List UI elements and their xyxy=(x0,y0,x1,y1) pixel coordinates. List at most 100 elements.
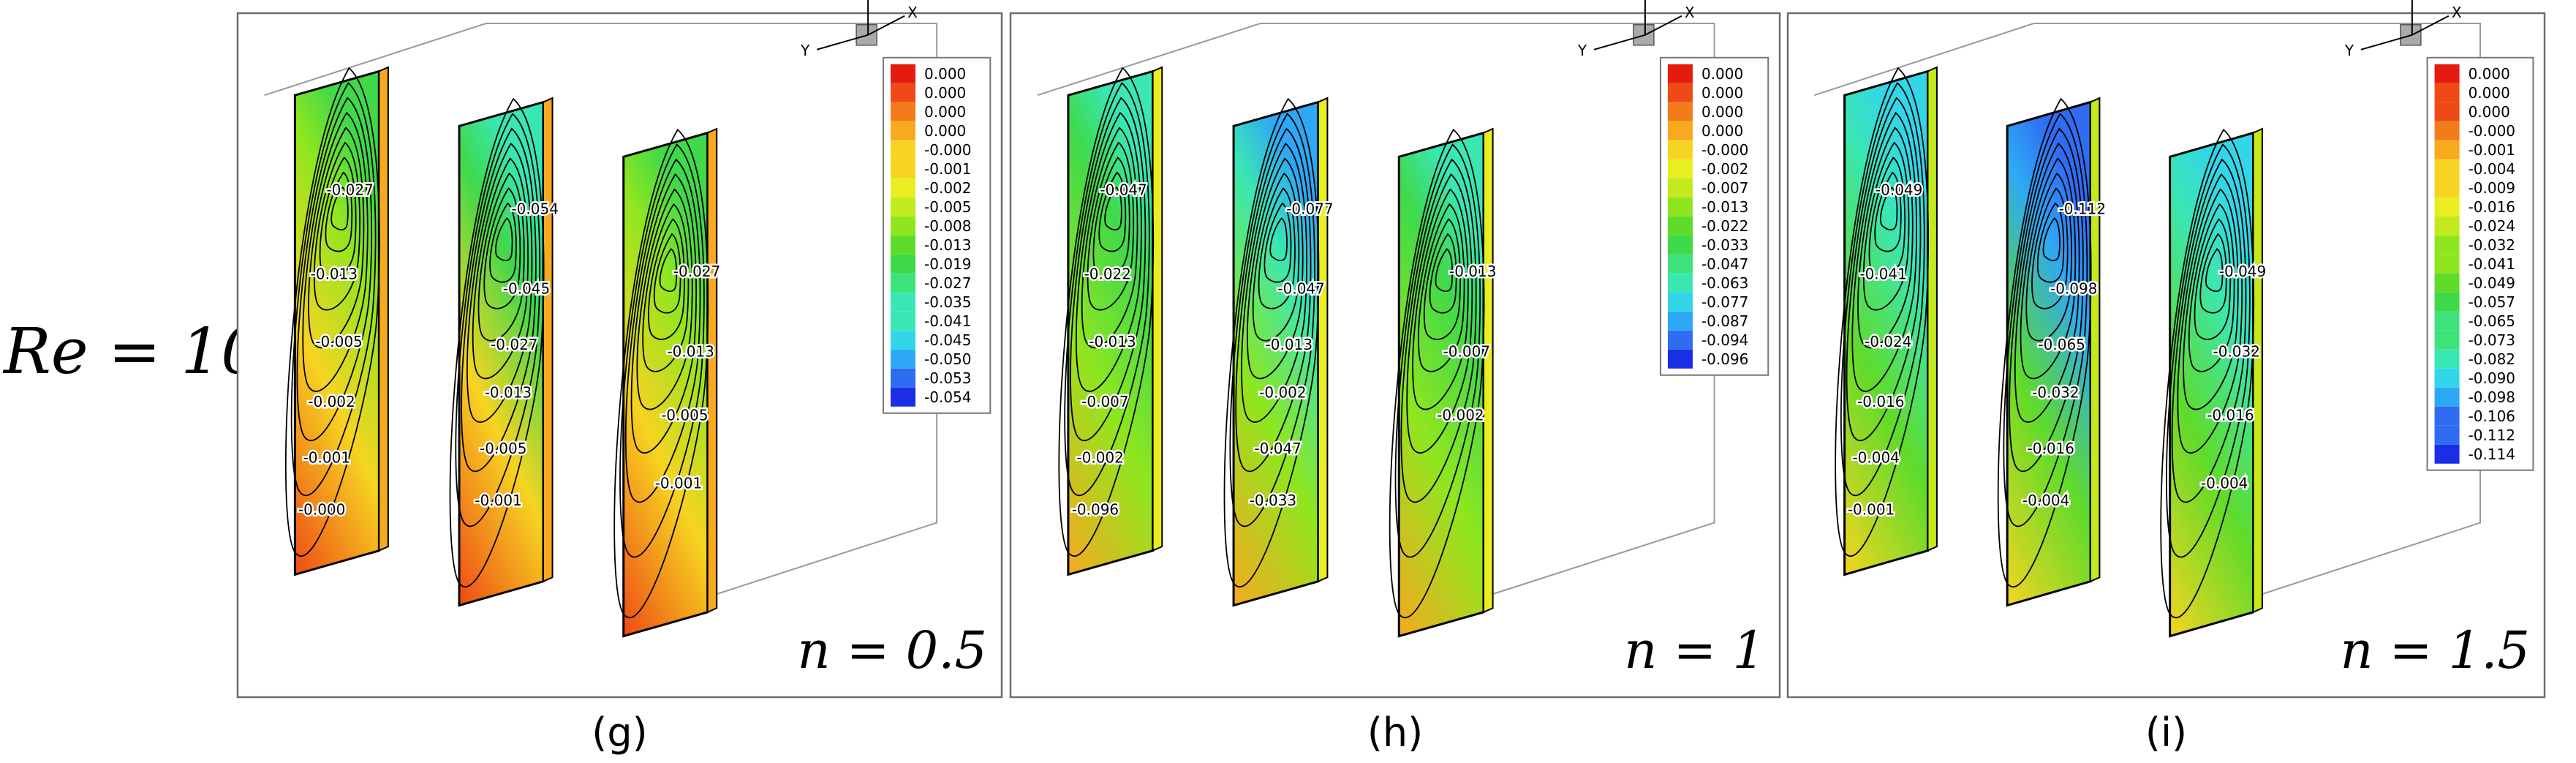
legend-swatch xyxy=(1667,311,1693,331)
legend-label: -0.053 xyxy=(924,369,971,387)
axis-label-x: X xyxy=(1685,4,1695,21)
legend-swatch xyxy=(891,254,916,274)
contour-label: -0.041 xyxy=(1859,265,1906,282)
contour-line xyxy=(2020,157,2077,380)
legend-swatch xyxy=(1667,216,1693,236)
contour-line xyxy=(331,186,349,230)
contour-label: -0.047 xyxy=(1100,181,1147,199)
contour-line xyxy=(1835,67,1930,557)
axis-label-y: Y xyxy=(1577,42,1587,59)
legend-swatch xyxy=(2434,273,2460,293)
contour-label: -0.007 xyxy=(1081,393,1128,410)
legend-swatch xyxy=(1667,102,1693,121)
slab-edge xyxy=(706,127,718,614)
legend-swatch xyxy=(2434,178,2460,198)
contour-line xyxy=(1840,82,1925,496)
box-outline xyxy=(1037,23,1715,595)
legend-label: -0.007 xyxy=(1701,179,1748,197)
legend-label: 0.000 xyxy=(2469,84,2510,102)
contour-label: -0.016 xyxy=(1857,393,1904,410)
contour-label: -0.032 xyxy=(2213,342,2260,360)
axis-label-y: Y xyxy=(800,42,810,59)
legend-swatch xyxy=(891,64,916,83)
legend-swatch xyxy=(2434,311,2460,331)
contour-line xyxy=(2042,217,2061,262)
contour-label: -0.013 xyxy=(1449,263,1496,280)
legend-label: -0.002 xyxy=(924,179,971,197)
contour-line xyxy=(1081,127,1138,349)
panel-caption: (i) xyxy=(2145,710,2187,756)
legend-swatch xyxy=(2434,121,2460,140)
legend-swatch xyxy=(1667,121,1693,140)
contour-line xyxy=(285,67,380,557)
contour-line xyxy=(2003,113,2088,527)
legend-swatch xyxy=(1667,178,1693,198)
contour-line xyxy=(1098,171,1127,252)
legend-swatch xyxy=(2434,140,2460,159)
y-axis-icon xyxy=(816,34,869,50)
contour-line xyxy=(613,128,709,618)
legend-swatch xyxy=(2434,235,2460,255)
panel-i: -0.049-0.041-0.024-0.016-0.004-0.001-0.1… xyxy=(1786,0,2546,756)
contour-label: -0.024 xyxy=(1865,333,1911,350)
legend-swatch xyxy=(891,330,916,350)
contour-label: -0.049 xyxy=(1876,181,1922,199)
slab-edge xyxy=(2252,127,2263,614)
contour-line xyxy=(1070,97,1147,441)
slab-edge xyxy=(1927,66,1938,552)
legend-label: 0.000 xyxy=(1701,122,1743,140)
contour-line xyxy=(290,82,377,496)
contour-label: -0.002 xyxy=(1259,384,1306,402)
n-label: n = 0.5 xyxy=(797,620,987,680)
contour-label: -0.005 xyxy=(661,407,708,424)
legend-label: -0.041 xyxy=(924,312,971,330)
n-label: n = 1 xyxy=(1624,620,1765,680)
contour-label: -0.001 xyxy=(1848,501,1895,519)
contour-line xyxy=(455,113,541,527)
panel-caption: (h) xyxy=(1367,710,1423,756)
legend-swatch xyxy=(891,197,916,217)
contour-line xyxy=(1394,143,1481,558)
contour-label: -0.054 xyxy=(511,200,558,217)
legend-label: -0.033 xyxy=(1701,236,1748,254)
contour-line xyxy=(1406,173,1473,454)
legend-swatch xyxy=(2434,64,2460,83)
legend-label: 0.000 xyxy=(2469,65,2510,83)
x-axis-icon xyxy=(867,15,905,36)
legend-swatch xyxy=(2434,387,2460,407)
contour-line xyxy=(2166,143,2251,558)
legend-swatch xyxy=(2434,368,2460,388)
contour-label: -0.002 xyxy=(308,393,355,410)
n-label: n = 1.5 xyxy=(2340,620,2530,680)
legend-swatch xyxy=(891,121,916,140)
contour-line xyxy=(619,143,705,558)
legend-label: -0.013 xyxy=(924,236,971,254)
legend-swatch xyxy=(891,159,916,178)
legend-label: -0.050 xyxy=(924,350,971,368)
axis-label-x: X xyxy=(2452,4,2462,21)
legend-swatch xyxy=(1667,292,1693,312)
legend-swatch xyxy=(891,235,916,255)
legend-swatch xyxy=(891,140,916,159)
legend-label: -0.035 xyxy=(924,293,971,311)
legend-swatch xyxy=(1667,140,1693,159)
contour-label: -0.077 xyxy=(1286,200,1333,217)
x-axis-icon xyxy=(1644,15,1682,36)
contour-line xyxy=(2205,248,2224,293)
panel-h: -0.047-0.022-0.013-0.007-0.002-0.096-0.0… xyxy=(1009,0,1781,756)
contour-line xyxy=(2160,128,2255,618)
contour-line xyxy=(1075,111,1142,392)
legend-swatch xyxy=(891,273,916,293)
contour-line xyxy=(2036,202,2065,283)
legend-label: -0.054 xyxy=(924,388,971,406)
legend-label: -0.114 xyxy=(2469,446,2515,463)
contour-label: -0.007 xyxy=(1443,342,1490,360)
contour-label: -0.005 xyxy=(315,333,362,350)
contour-line xyxy=(1857,127,1914,349)
legend-swatch xyxy=(1667,197,1693,217)
axis-label-x: X xyxy=(907,4,918,21)
contour-line xyxy=(325,171,353,252)
legend-swatch xyxy=(2434,83,2460,102)
legend-swatch xyxy=(2434,425,2460,445)
